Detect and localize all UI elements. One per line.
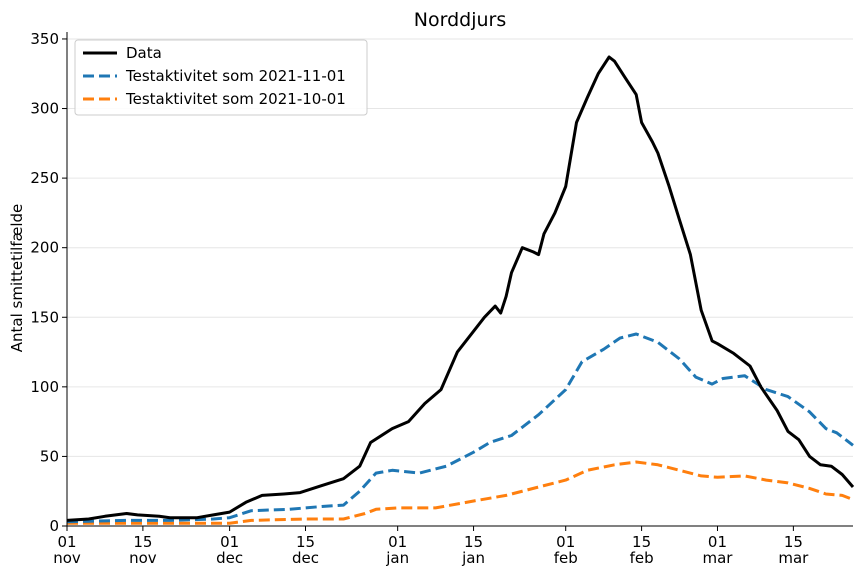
x-tick-day: 01 (57, 533, 76, 551)
x-tick-month: dec (216, 549, 243, 567)
series-line (66, 332, 854, 524)
y-tick-label: 350 (30, 30, 59, 48)
x-tick-day: 01 (708, 533, 727, 551)
y-axis-label: Antal smittetilfælde (8, 204, 26, 353)
y-tick-label: 250 (30, 169, 59, 187)
y-tick-label: 150 (30, 308, 59, 326)
legend-label: Testaktivitet som 2021-11-01 (125, 67, 346, 85)
x-tick-month: mar (778, 549, 809, 567)
x-tick-month: nov (53, 549, 81, 567)
x-tick-day: 01 (388, 533, 407, 551)
x-tick-day: 15 (632, 533, 651, 551)
x-tick-day: 01 (220, 533, 239, 551)
series-line (66, 55, 855, 522)
x-tick-month: nov (129, 549, 157, 567)
legend-label: Data (126, 44, 162, 62)
x-tick-month: jan (461, 549, 485, 567)
x-ticks: 01nov15nov01dec15dec01jan15jan01feb15feb… (53, 526, 809, 567)
legend: Data Testaktivitet som 2021-11-01 Testakti… (74, 39, 368, 116)
chart-title: Norddjurs (414, 9, 506, 31)
x-tick-day: 15 (464, 533, 483, 551)
x-tick-day: 15 (133, 533, 152, 551)
y-tick-label: 200 (30, 239, 59, 257)
x-tick-month: feb (554, 549, 578, 567)
x-tick-day: 15 (784, 533, 803, 551)
series-line (67, 460, 854, 525)
series-layer (66, 55, 855, 525)
y-ticks: 0 50 100 150 200 250 300 350 (30, 30, 67, 535)
axes (66, 32, 853, 527)
x-tick-day: 01 (556, 533, 575, 551)
y-tick-label: 300 (30, 100, 59, 118)
y-tick-label: 100 (30, 378, 59, 396)
x-tick-month: dec (292, 549, 319, 567)
x-tick-month: feb (630, 549, 654, 567)
x-tick-month: mar (702, 549, 733, 567)
y-tick-label: 50 (40, 447, 59, 465)
legend-label: Testaktivitet som 2021-10-01 (125, 90, 346, 108)
y-tick-label: 0 (49, 517, 59, 535)
x-tick-day: 15 (296, 533, 315, 551)
x-tick-month: jan (385, 549, 409, 567)
legend-box (74, 39, 368, 116)
